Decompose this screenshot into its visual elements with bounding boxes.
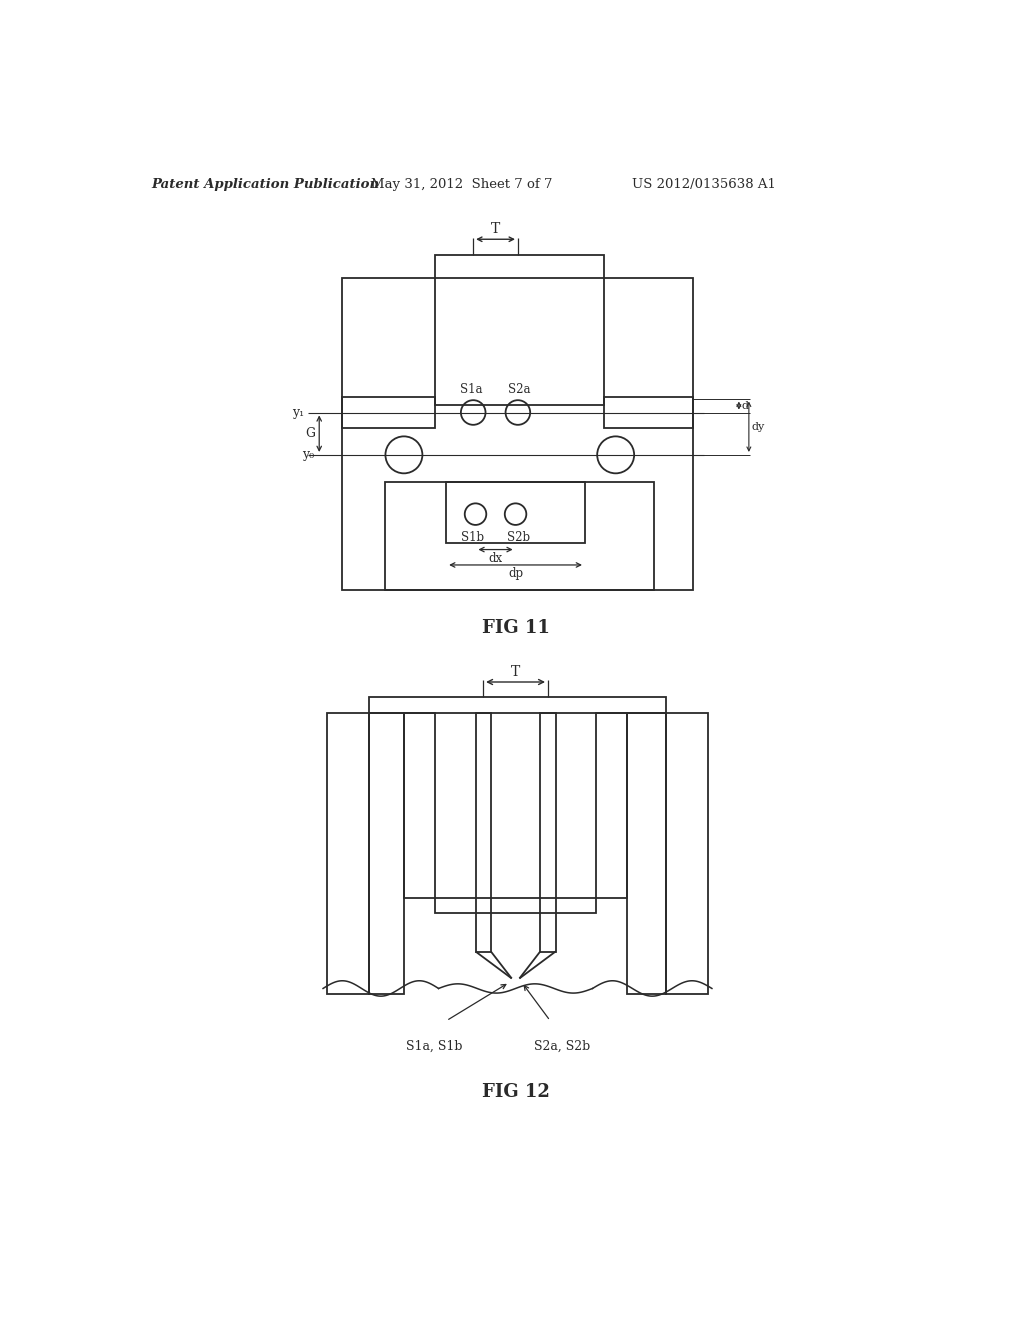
Bar [596,713,628,898]
Bar [435,898,596,913]
Text: FIG 11: FIG 11 [481,619,550,638]
Bar [666,713,708,994]
Bar [370,713,403,994]
Text: y₁: y₁ [292,407,304,418]
Bar [541,713,556,952]
Text: S2a: S2a [508,383,530,396]
Text: S2a, S2b: S2a, S2b [534,1040,590,1053]
Text: T: T [490,222,500,236]
Bar [327,713,370,994]
Text: dp: dp [508,568,523,581]
Text: G: G [305,428,315,440]
Text: FIG 12: FIG 12 [481,1082,550,1101]
Text: S1a, S1b: S1a, S1b [407,1040,463,1053]
Bar [342,397,435,428]
Text: May 31, 2012  Sheet 7 of 7: May 31, 2012 Sheet 7 of 7 [371,178,552,191]
Text: US 2012/0135638 A1: US 2012/0135638 A1 [632,178,776,191]
Text: dy: dy [752,422,765,432]
Text: T: T [511,665,520,678]
Bar [342,277,692,590]
Bar [628,713,666,994]
Text: y₀: y₀ [302,449,313,462]
Text: S2b: S2b [507,531,530,544]
Text: d: d [742,400,749,411]
Bar [446,482,585,544]
Text: S1a: S1a [461,383,483,396]
Bar [403,713,435,898]
Bar [385,482,654,590]
Bar [604,397,692,428]
Bar [435,255,604,405]
Text: Patent Application Publication: Patent Application Publication [152,178,379,191]
Text: dx: dx [488,552,503,565]
Text: S1b: S1b [461,531,484,544]
Bar [370,697,666,713]
Bar [475,713,490,952]
